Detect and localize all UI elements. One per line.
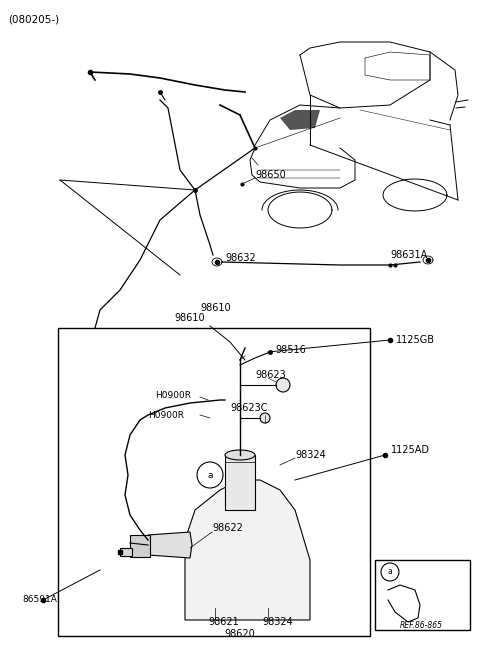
Text: 98324: 98324 — [262, 617, 293, 627]
Text: 1125AD: 1125AD — [391, 445, 430, 455]
Text: H0900R: H0900R — [148, 411, 184, 419]
Text: 98650: 98650 — [255, 170, 286, 180]
Bar — [130, 535, 150, 557]
Text: 86591A: 86591A — [22, 596, 57, 604]
Text: a: a — [388, 567, 392, 577]
Text: a: a — [207, 470, 213, 480]
Text: REF.86-865: REF.86-865 — [400, 621, 443, 630]
Text: 98631A: 98631A — [390, 250, 427, 260]
Text: 98610: 98610 — [200, 303, 230, 313]
Text: 98632: 98632 — [225, 253, 256, 263]
Polygon shape — [280, 110, 320, 130]
Circle shape — [197, 462, 223, 488]
Polygon shape — [148, 532, 192, 558]
Ellipse shape — [276, 378, 290, 392]
Bar — [58, 328, 370, 636]
Text: 98620: 98620 — [225, 629, 255, 639]
Text: 98622: 98622 — [212, 523, 243, 533]
Text: 98324: 98324 — [295, 450, 326, 460]
Text: 98623C: 98623C — [230, 403, 267, 413]
Ellipse shape — [225, 450, 255, 460]
Ellipse shape — [260, 413, 270, 423]
Text: 98610: 98610 — [175, 313, 205, 323]
Text: 98623: 98623 — [255, 370, 286, 380]
Text: H0900R: H0900R — [155, 390, 191, 400]
Text: (080205-): (080205-) — [8, 14, 59, 24]
Polygon shape — [225, 455, 255, 510]
Polygon shape — [185, 480, 310, 620]
Text: 98516: 98516 — [275, 345, 306, 355]
Text: 1125GB: 1125GB — [396, 335, 435, 345]
Circle shape — [381, 563, 399, 581]
Bar — [375, 560, 470, 630]
Text: 98621: 98621 — [208, 617, 239, 627]
Bar — [120, 548, 132, 556]
